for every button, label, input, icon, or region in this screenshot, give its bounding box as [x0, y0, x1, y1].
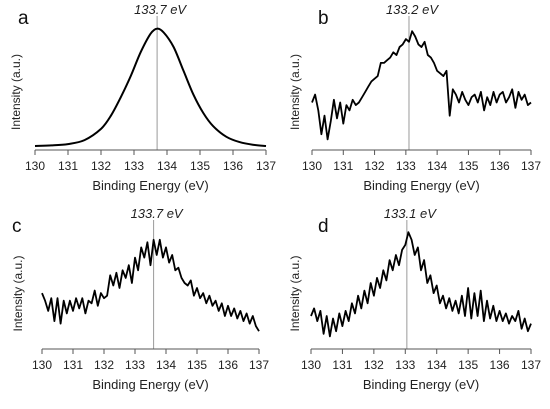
y-axis-title: Intensity (a.u.)	[9, 54, 23, 130]
x-tick-label: 133	[396, 159, 416, 173]
x-tick-label: 130	[301, 358, 321, 372]
y-axis-title: Intensity (a.u.)	[288, 255, 302, 331]
x-tick-label: 136	[490, 358, 510, 372]
x-tick-label: 130	[32, 358, 52, 372]
x-tick-label: 132	[364, 358, 384, 372]
panel-c: c 133.7 eV 130 131 132 133 134 135 136 137 Binding…	[11, 206, 269, 392]
x-tick-label: 131	[333, 159, 353, 173]
panel-letter: b	[318, 8, 329, 29]
x-tick-label: 132	[365, 159, 385, 173]
panel-letter: d	[318, 216, 329, 237]
y-axis-title: Intensity (a.u.)	[11, 255, 25, 331]
x-tick-label: 131	[58, 159, 78, 173]
x-tick-label: 134	[427, 159, 447, 173]
x-tick-label: 130	[302, 159, 322, 173]
spectrum-line	[41, 238, 260, 332]
spectrum-line	[310, 231, 532, 338]
spectrum-line	[34, 27, 267, 147]
x-axis-title: Binding Energy (eV)	[363, 178, 479, 193]
x-tick-label: 135	[458, 159, 478, 173]
peak-annotation: 133.7 eV	[131, 206, 184, 221]
x-tick-label: 136	[490, 159, 510, 173]
panel-b: b 133.2 eV 130 131 132 133 134 135 136 137 Binding…	[288, 2, 541, 193]
x-tick-label: 137	[521, 358, 541, 372]
x-tick-label: 137	[256, 159, 276, 173]
x-tick-label: 137	[521, 159, 541, 173]
x-tick-label: 136	[218, 358, 238, 372]
x-tick-label: 137	[249, 358, 269, 372]
y-axis-title: Intensity (a.u.)	[288, 54, 302, 130]
peak-annotation: 133.1 eV	[384, 206, 437, 221]
x-tick-label: 134	[156, 358, 176, 372]
x-tick-label: 133	[124, 159, 144, 173]
x-axis-title: Binding Energy (eV)	[363, 377, 479, 392]
x-tick-label: 131	[332, 358, 352, 372]
x-axis-title: Binding Energy (eV)	[92, 377, 208, 392]
panel-letter: c	[12, 216, 22, 237]
x-tick-label: 132	[91, 159, 111, 173]
x-tick-label: 134	[157, 159, 177, 173]
x-tick-label: 130	[25, 159, 45, 173]
panel-a: a 133.7 eV 130 131 132 133 134 135 136 137 Binding…	[9, 2, 276, 193]
x-tick-label: 135	[187, 358, 207, 372]
x-tick-label: 132	[94, 358, 114, 372]
x-tick-label: 134	[427, 358, 447, 372]
x-tick-label: 131	[63, 358, 83, 372]
spectrum-line	[311, 30, 532, 141]
x-tick-label: 135	[190, 159, 210, 173]
x-tick-label: 135	[458, 358, 478, 372]
x-tick-label: 136	[223, 159, 243, 173]
panel-d: d 133.1 eV 130 131 132 133 134 135 136 137 Binding…	[288, 206, 541, 392]
x-axis-title: Binding Energy (eV)	[92, 178, 208, 193]
peak-annotation: 133.7 eV	[134, 2, 187, 17]
panel-letter: a	[18, 8, 29, 29]
x-tick-label: 133	[125, 358, 145, 372]
peak-annotation: 133.2 eV	[386, 2, 439, 17]
x-tick-label: 133	[395, 358, 415, 372]
